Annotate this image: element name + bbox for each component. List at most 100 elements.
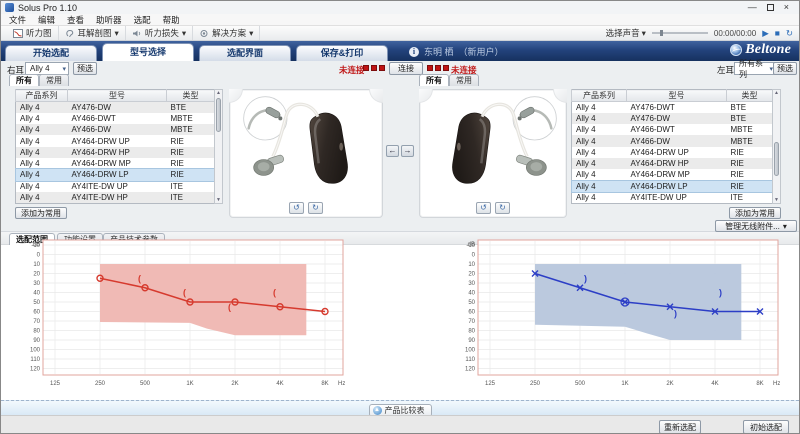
- rotate-left-icon[interactable]: ↺: [476, 202, 491, 214]
- column-header-model[interactable]: 型号: [67, 89, 167, 102]
- left-ear-add-favorite-button[interactable]: 添加为常用: [729, 207, 781, 219]
- table-row[interactable]: Ally 4 AY4ITE-DW UP ITE: [572, 192, 773, 203]
- tab-save-print[interactable]: 保存&打印: [296, 45, 388, 61]
- left-ear-connection-status: 未连接: [451, 65, 477, 75]
- window-title: Solus Pro 1.10: [18, 2, 78, 13]
- table-cell: MBTE: [730, 125, 753, 135]
- y-tick-label: 110: [465, 357, 475, 363]
- swap-right-icon[interactable]: →: [401, 145, 414, 157]
- tab-model-selection[interactable]: 型号选择: [102, 43, 194, 61]
- table-cell: AY464-DRW UP: [71, 136, 130, 146]
- fitting-range-region: [535, 264, 742, 340]
- right-ear-preselect-button[interactable]: 预选: [73, 62, 97, 75]
- bone-conduction-marker: (: [273, 288, 276, 298]
- rotate-left-icon[interactable]: ↺: [289, 202, 304, 214]
- left-ear-preselect-button[interactable]: 预选: [773, 62, 797, 75]
- manage-accessories-button[interactable]: 管理无线附件... ▾: [715, 220, 797, 232]
- hearing-loss-button[interactable]: 听力损失 ▾: [126, 26, 194, 40]
- ear-anatomy-button[interactable]: 耳解剖图 ▾: [59, 26, 126, 40]
- table-row[interactable]: Ally 4 AY466-DW MBTE: [571, 135, 773, 147]
- left-ear-table-scrollbar[interactable]: ▲ ▼: [772, 89, 781, 204]
- table-row[interactable]: Ally 4 AY4ITE-DW UP ITE: [16, 181, 215, 192]
- x-tick-label: 500: [575, 381, 586, 387]
- table-row[interactable]: Ally 4 AY464-DRW MP RIE: [572, 169, 773, 180]
- menu-file[interactable]: 文件: [9, 14, 27, 25]
- right-ear-signal-indicator: [363, 65, 385, 71]
- connect-button[interactable]: 连接: [389, 62, 423, 75]
- scroll-up-icon[interactable]: ▲: [774, 90, 779, 96]
- table-cell: AY464-DRW LP: [630, 181, 688, 191]
- minimize-icon[interactable]: —: [747, 2, 757, 12]
- table-row[interactable]: Ally 4 AY464-DRW UP RIE: [572, 147, 773, 158]
- initial-fit-button[interactable]: 初始选配: [743, 420, 789, 433]
- y-tick-label: 80: [468, 329, 475, 335]
- scroll-down-icon[interactable]: ▼: [216, 197, 221, 203]
- select-sound-dropdown[interactable]: 选择声音 ▾: [606, 27, 646, 39]
- table-cell: AY4ITE-DW UP: [630, 192, 687, 202]
- table-cell: RIE: [730, 147, 744, 157]
- table-row[interactable]: Ally 4 AY476-DWT BTE: [572, 102, 773, 113]
- table-row[interactable]: Ally 4 AY464-DRW HP RIE: [15, 146, 215, 158]
- rotate-right-icon[interactable]: ↻: [308, 202, 323, 214]
- audiogram-button[interactable]: 听力图: [7, 26, 59, 40]
- menu-edit[interactable]: 编辑: [38, 14, 56, 25]
- column-header-series[interactable]: 产品系列: [15, 89, 68, 102]
- table-row[interactable]: Ally 4 AY4ITE-DW HP ITE: [15, 191, 215, 204]
- table-row[interactable]: Ally 4 AY464-DRW LP RIE: [570, 179, 774, 193]
- tab-start-fitting[interactable]: 开始选配: [5, 45, 97, 61]
- fitting-range-region: [100, 264, 307, 336]
- column-header-series[interactable]: 产品系列: [571, 89, 627, 102]
- table-row[interactable]: Ally 4 AY476-DW BTE: [15, 101, 215, 113]
- solutions-label: 解决方案: [212, 28, 247, 38]
- scroll-up-icon[interactable]: ▲: [216, 90, 221, 96]
- maximize-icon[interactable]: [766, 4, 774, 11]
- refit-button[interactable]: 重新选配: [659, 420, 701, 433]
- right-ear-tab-favorites[interactable]: 常用: [39, 74, 69, 86]
- transfer-controls: ← →: [386, 145, 414, 157]
- chevron-down-icon: ▾: [114, 27, 119, 38]
- menu-help[interactable]: 帮助: [162, 14, 180, 25]
- table-row[interactable]: Ally 4 AY464-DRW MP RIE: [16, 158, 215, 169]
- right-ear-tab-all[interactable]: 所有: [9, 74, 39, 86]
- table-row[interactable]: Ally 4 AY464-DRW UP RIE: [16, 135, 215, 146]
- left-ear-tab-all[interactable]: 所有: [419, 74, 449, 86]
- close-icon[interactable]: ×: [783, 2, 789, 12]
- table-row[interactable]: Ally 4 AY466-DWT MBTE: [572, 124, 773, 135]
- scroll-down-icon[interactable]: ▼: [774, 197, 779, 203]
- threshold-marker: [620, 297, 630, 307]
- play-icon[interactable]: ▶: [762, 27, 769, 38]
- model-selection-workspace: 右耳 Ally 4 ▾ 预选 未连接 连接 未连接 左耳 所有系列 ▾ 预选 所…: [1, 59, 799, 232]
- solutions-button[interactable]: 解决方案 ▾: [193, 26, 261, 40]
- x-tick-label: 2K: [666, 381, 673, 387]
- table-row[interactable]: Ally 4 AY476-DW BTE: [571, 112, 773, 125]
- info-icon[interactable]: i: [409, 46, 419, 57]
- table-row[interactable]: Ally 4 AY464-DRW LP RIE: [14, 168, 216, 182]
- menu-fitting[interactable]: 选配: [133, 14, 151, 25]
- bone-conduction-marker: (: [228, 302, 231, 312]
- x-tick-label: 250: [530, 381, 541, 387]
- table-row[interactable]: Ally 4 AY464-DRW HP RIE: [571, 157, 773, 170]
- table-row[interactable]: Ally 4 AY466-DW MBTE: [15, 124, 215, 136]
- rotate-right-icon[interactable]: ↻: [495, 202, 510, 214]
- column-header-type[interactable]: 类型: [166, 89, 215, 102]
- menu-view[interactable]: 查看: [67, 14, 85, 25]
- column-header-type[interactable]: 类型: [726, 89, 773, 102]
- table-row[interactable]: Ally 4 AY466-DWT MBTE: [16, 113, 215, 124]
- right-ear-table-scrollbar[interactable]: ▲ ▼: [214, 89, 223, 204]
- stop-icon[interactable]: ■: [774, 28, 780, 38]
- right-ear-connection-status: 未连接: [339, 65, 365, 75]
- volume-slider[interactable]: [651, 30, 708, 36]
- product-comparison-button[interactable]: ▲ 产品比较表: [368, 404, 432, 417]
- loop-icon[interactable]: ↻: [785, 27, 793, 38]
- left-ear-tab-favorites[interactable]: 常用: [449, 74, 479, 86]
- column-header-model[interactable]: 型号: [626, 89, 727, 102]
- swap-left-icon[interactable]: ←: [386, 145, 399, 157]
- table-cell: AY476-DW: [71, 102, 111, 112]
- menu-hearing-aid[interactable]: 助听器: [96, 14, 122, 25]
- table-cell: Ally 4: [20, 147, 40, 157]
- left-ear-series-select[interactable]: 所有系列 ▾: [734, 59, 776, 79]
- tab-fitting-screen[interactable]: 选配界面: [199, 45, 291, 61]
- table-cell: AY464-DRW MP: [630, 170, 690, 180]
- hearing-loss-icon: [132, 30, 140, 36]
- right-ear-add-favorite-button[interactable]: 添加为常用: [15, 207, 67, 219]
